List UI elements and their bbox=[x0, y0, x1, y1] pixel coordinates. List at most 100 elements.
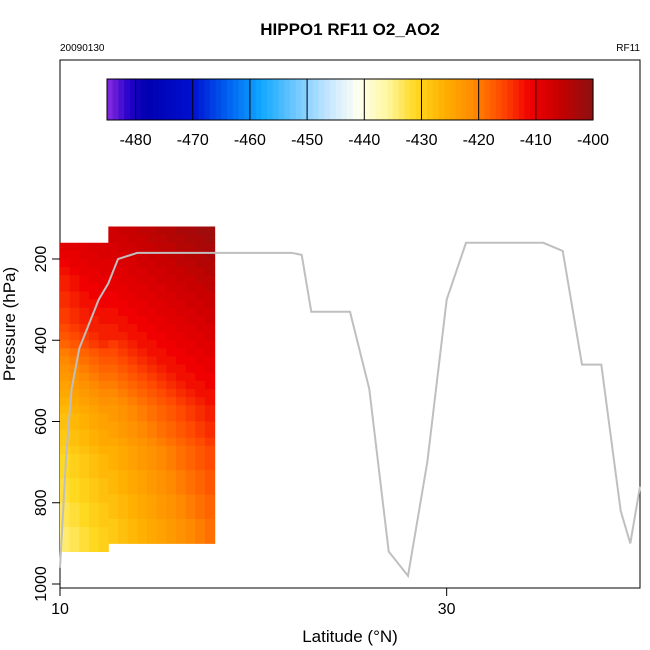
heatmap-cell bbox=[69, 356, 80, 366]
heatmap-cell bbox=[118, 519, 129, 528]
colorbar-swatch bbox=[164, 79, 171, 120]
heatmap-cell bbox=[166, 405, 177, 414]
heatmap-cell bbox=[79, 454, 90, 463]
heatmap-cell bbox=[147, 372, 158, 382]
heatmap-cell bbox=[137, 348, 148, 357]
heatmap-cell bbox=[205, 372, 216, 382]
heatmap-cell bbox=[127, 429, 138, 439]
heatmap-cell bbox=[60, 348, 71, 357]
heatmap-cell bbox=[108, 429, 119, 439]
heatmap-cell bbox=[205, 348, 216, 357]
colorbar-swatch bbox=[204, 79, 211, 120]
colorbar-swatch bbox=[152, 79, 160, 120]
heatmap-cell bbox=[108, 380, 119, 390]
heatmap-cell bbox=[176, 315, 187, 325]
heatmap-cell bbox=[147, 478, 158, 487]
heatmap-cell bbox=[156, 413, 167, 422]
heatmap-cell bbox=[156, 389, 167, 398]
heatmap-cell bbox=[166, 324, 177, 333]
heatmap-cell bbox=[89, 502, 100, 512]
heatmap-cell bbox=[185, 494, 196, 504]
y-axis-label: Pressure (hPa) bbox=[0, 267, 19, 381]
heatmap-cell bbox=[60, 535, 71, 544]
heatmap-cell bbox=[205, 397, 216, 406]
heatmap-cell bbox=[69, 421, 80, 431]
colorbar-tick-label: -460 bbox=[234, 132, 266, 149]
heatmap-cell bbox=[127, 413, 138, 422]
colorbar-swatch bbox=[158, 79, 165, 120]
colorbar-tick-label: -430 bbox=[405, 132, 437, 149]
heatmap-cell bbox=[98, 462, 109, 471]
heatmap-cell bbox=[137, 356, 148, 366]
heatmap-cell bbox=[195, 510, 206, 520]
heatmap-cell bbox=[108, 307, 119, 317]
heatmap-cell bbox=[156, 234, 167, 244]
y-tick-label: 800 bbox=[33, 489, 50, 516]
heatmap-cell bbox=[127, 486, 138, 496]
heatmap-cell bbox=[60, 250, 71, 260]
heatmap-cell bbox=[205, 259, 216, 268]
heatmap-cell bbox=[118, 535, 129, 544]
heatmap-cell bbox=[127, 234, 138, 244]
heatmap-cell bbox=[195, 454, 206, 463]
heatmap-cell bbox=[89, 543, 100, 552]
heatmap-cell bbox=[185, 234, 196, 244]
heatmap-cell bbox=[79, 324, 90, 333]
heatmap-cell bbox=[156, 348, 167, 357]
heatmap-cell bbox=[60, 267, 71, 276]
heatmap-cell bbox=[137, 259, 148, 268]
heatmap-cell bbox=[176, 437, 187, 447]
heatmap-cell bbox=[205, 527, 216, 536]
heatmap-cell bbox=[108, 397, 119, 406]
heatmap-cell bbox=[195, 291, 206, 301]
heatmap-cell bbox=[195, 332, 206, 341]
colorbar-swatch bbox=[278, 79, 285, 120]
heatmap-cell bbox=[127, 315, 138, 325]
heatmap-cell bbox=[89, 332, 100, 341]
colorbar-swatch bbox=[284, 79, 291, 120]
heatmap-cell bbox=[166, 315, 177, 325]
heatmap-cell bbox=[147, 527, 158, 536]
heatmap-cell bbox=[69, 283, 80, 292]
colorbar-swatch bbox=[512, 79, 520, 120]
heatmap-cell bbox=[89, 299, 100, 309]
heatmap-cell bbox=[176, 454, 187, 463]
heatmap-cell bbox=[89, 283, 100, 292]
heatmap-cell bbox=[205, 291, 216, 301]
heatmap-cell bbox=[108, 275, 119, 284]
heatmap-cell bbox=[89, 462, 100, 471]
heatmap-cell bbox=[176, 502, 187, 512]
heatmap-cell bbox=[166, 380, 177, 390]
heatmap-cell bbox=[185, 454, 196, 463]
heatmap-cell bbox=[176, 340, 187, 349]
heatmap-cell bbox=[195, 389, 206, 398]
heatmap-cell bbox=[166, 445, 177, 455]
heatmap-cell bbox=[98, 543, 109, 552]
heatmap-cell bbox=[156, 405, 167, 414]
heatmap-cell bbox=[98, 364, 109, 374]
heatmap-cell bbox=[166, 437, 177, 447]
heatmap-cell bbox=[79, 397, 90, 406]
heatmap-cell bbox=[176, 372, 187, 382]
heatmap-cell bbox=[176, 324, 187, 333]
colorbar-swatch bbox=[187, 79, 194, 120]
colorbar-swatch bbox=[455, 79, 463, 120]
heatmap-cell bbox=[79, 267, 90, 276]
heatmap-cell bbox=[108, 421, 119, 431]
heatmap-cell bbox=[60, 421, 71, 431]
heatmap-cell bbox=[118, 527, 129, 536]
heatmap-cell bbox=[195, 380, 206, 390]
colorbar-swatch bbox=[364, 79, 371, 120]
heatmap-cell bbox=[156, 259, 167, 268]
heatmap-cell bbox=[176, 226, 187, 236]
heatmap-cell bbox=[98, 486, 109, 496]
heatmap-cell bbox=[127, 519, 138, 528]
heatmap-cell bbox=[127, 510, 138, 520]
heatmap-cell bbox=[205, 250, 216, 260]
heatmap-cell bbox=[79, 445, 90, 455]
heatmap-cell bbox=[60, 372, 71, 382]
heatmap-cell bbox=[147, 364, 158, 374]
heatmap-cell bbox=[195, 299, 206, 309]
heatmap-cell bbox=[195, 397, 206, 406]
heatmap-cell bbox=[69, 445, 80, 455]
